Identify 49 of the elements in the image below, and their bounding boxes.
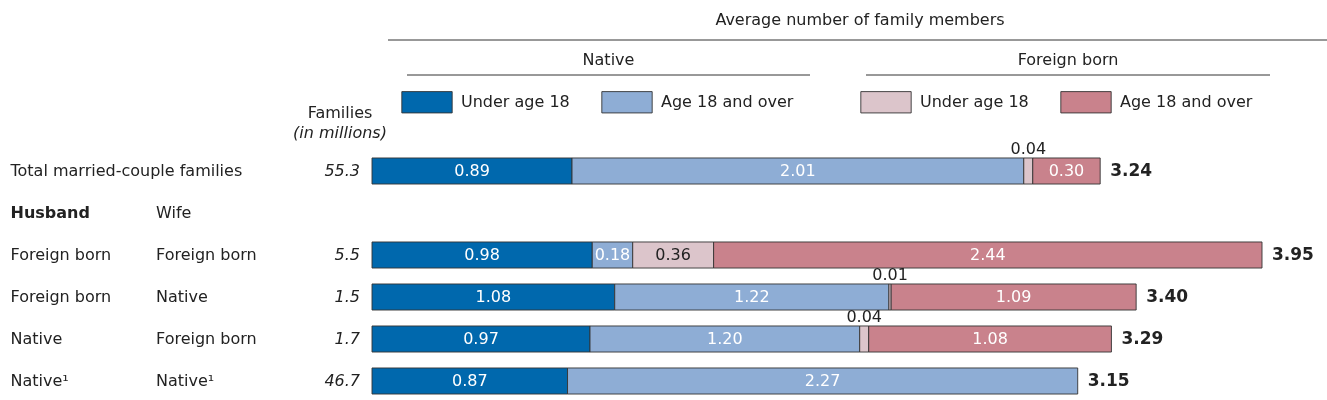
data-label: 0.98 <box>464 245 500 264</box>
y2-tick-label: Foreign born <box>156 329 257 348</box>
text: Native <box>582 50 635 69</box>
data-label: 0.36 <box>655 245 691 264</box>
data-label: 0.04 <box>846 307 883 326</box>
data-label: 0.04 <box>1010 139 1047 158</box>
y-tick-label: Total married-couple families <box>9 161 243 180</box>
legend-label: Under age 18 <box>920 92 1029 112</box>
y-tick-label: Native <box>10 329 63 348</box>
data-label: 0.97 <box>463 329 499 348</box>
total-label: 3.15 <box>1087 370 1130 390</box>
data-label: 1.22 <box>734 287 770 306</box>
y2-tick-label: Wife <box>156 203 192 222</box>
y-tick-label: Foreign born <box>10 245 112 264</box>
text: 1.7 <box>334 329 361 348</box>
text: 46.7 <box>324 371 361 390</box>
data-label: 2.01 <box>780 161 816 180</box>
data-label: 0.01 <box>872 265 908 284</box>
data-label: 2.27 <box>804 371 841 390</box>
y2-tick-label: Native¹ <box>156 371 215 390</box>
data-label: 1.20 <box>707 329 743 348</box>
legend-label: Under age 18 <box>461 92 570 112</box>
text: 1.5 <box>334 287 360 306</box>
text: (in millions) <box>293 123 387 142</box>
bar <box>890 283 1137 311</box>
text: 5.5 <box>334 245 360 264</box>
data-label: 2.44 <box>970 245 1006 264</box>
y-tick-label: Husband <box>10 203 90 222</box>
total-label: 3.95 <box>1272 244 1314 264</box>
text: Families <box>307 103 373 122</box>
data-label: 1.08 <box>475 287 512 306</box>
data-label: 0.18 <box>594 245 631 264</box>
total-label: 3.24 <box>1110 160 1153 180</box>
y-tick-label: Native¹ <box>10 371 69 390</box>
y2-tick-label: Foreign born <box>156 245 257 264</box>
text: 55.3 <box>324 161 360 180</box>
legend-label: Age 18 and over <box>661 92 794 112</box>
data-label: 0.30 <box>1048 161 1085 180</box>
chart-title: Average number of family members <box>715 10 1005 29</box>
total-label: 3.40 <box>1146 286 1189 306</box>
legend-label: Age 18 and over <box>1120 92 1253 112</box>
total-label: 3.29 <box>1121 328 1164 348</box>
y2-tick-label: Native <box>156 287 208 306</box>
data-label: 1.09 <box>995 287 1032 306</box>
data-label: 1.08 <box>972 329 1008 348</box>
y-tick-label: Foreign born <box>10 287 112 306</box>
text: Foreign born <box>1017 50 1119 69</box>
data-label: 0.87 <box>451 371 488 390</box>
data-label: 0.89 <box>454 161 490 180</box>
